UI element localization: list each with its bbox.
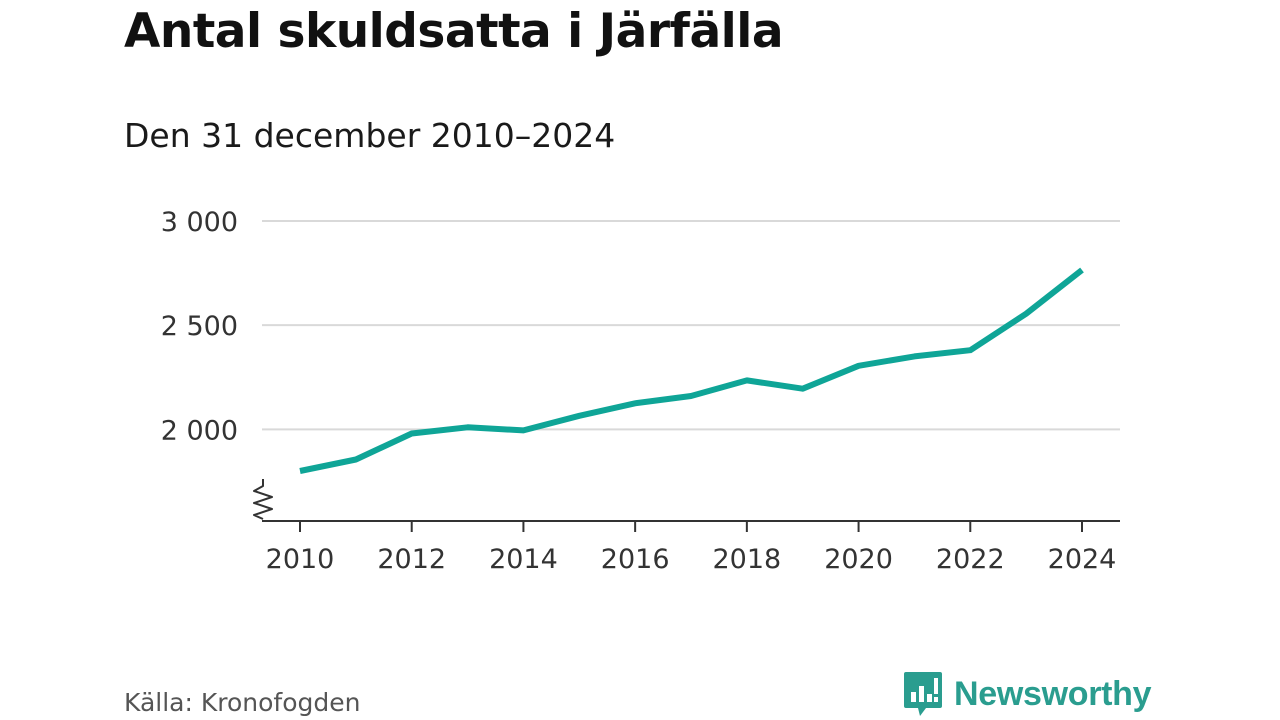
newsworthy-logo: Newsworthy	[902, 670, 1152, 718]
data-point	[800, 386, 806, 392]
data-point	[576, 413, 582, 419]
x-tick-label: 2016	[601, 544, 670, 575]
data-point	[744, 377, 750, 383]
data-point	[688, 393, 694, 399]
data-point	[1079, 267, 1085, 273]
data-point	[465, 424, 471, 430]
data-point	[967, 347, 973, 353]
data-point	[520, 427, 526, 433]
chart-subtitle: Den 31 december 2010–2024	[124, 116, 616, 155]
x-tick-label: 2024	[1048, 544, 1117, 575]
data-point	[409, 431, 415, 437]
series-group	[297, 267, 1085, 474]
x-tick-label: 2018	[712, 544, 781, 575]
data-point	[911, 353, 917, 359]
data-point	[1023, 311, 1029, 317]
newsworthy-logo-icon	[904, 672, 942, 716]
x-tick-label: 2010	[266, 544, 335, 575]
x-tick-label: 2012	[377, 544, 446, 575]
source-note: Källa: Kronofogden	[124, 688, 361, 717]
x-axis-labels: 2010 2012 2014 2016 2018 2020 2022 2024	[266, 544, 1117, 575]
data-point	[856, 363, 862, 369]
x-tick-label: 2020	[824, 544, 893, 575]
data-point	[297, 468, 303, 474]
series-line	[299, 267, 1084, 474]
y-tick-label: 2 000	[161, 415, 238, 446]
data-point	[353, 457, 359, 463]
x-tick-label: 2022	[936, 544, 1005, 575]
y-axis-labels: 2 000 2 500 3 000	[161, 207, 238, 446]
axis-break-icon	[253, 479, 273, 520]
gridlines	[262, 220, 1120, 431]
x-tick-label: 2014	[489, 544, 558, 575]
y-tick-label: 2 500	[161, 311, 238, 342]
data-point	[632, 400, 638, 406]
chart-title: Antal skuldsatta i Järfälla	[124, 4, 784, 59]
x-axis	[253, 479, 1120, 532]
brand-name: Newsworthy	[954, 674, 1152, 713]
y-tick-label: 3 000	[161, 207, 238, 238]
